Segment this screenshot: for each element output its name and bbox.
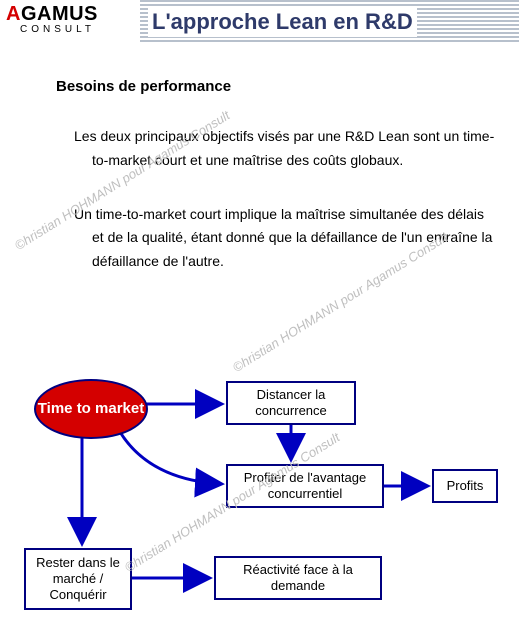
node-distancer: Distancer la concurrence: [226, 381, 356, 425]
logo-line1: AGAMUS: [6, 4, 134, 24]
node-ttm: Time to market: [34, 379, 148, 439]
flowchart: Time to market Distancer la concurrence Pr…: [0, 370, 519, 636]
title-bar: L'approche Lean en R&D: [140, 0, 519, 44]
subheading: Besoins de performance: [56, 78, 495, 95]
header: AGAMUS CONSULT L'approche Lean en R&D: [0, 0, 519, 48]
node-reactivite: Réactivité face à la demande: [214, 556, 382, 600]
paragraph-2: Un time-to-market court implique la maît…: [56, 203, 495, 274]
node-rester: Rester dans le marché / Conquérir: [24, 548, 132, 610]
node-profits: Profits: [432, 469, 498, 503]
node-profiter: Profiter de l'avantage concurrentiel: [226, 464, 384, 508]
content: Besoins de performance Les deux principa…: [0, 48, 519, 274]
logo: AGAMUS CONSULT: [0, 0, 140, 35]
paragraph-1: Les deux principaux objectifs visés par …: [56, 125, 495, 173]
page-title: L'approche Lean en R&D: [148, 7, 417, 37]
logo-line2: CONSULT: [6, 24, 134, 35]
logo-text: GAMUS: [21, 3, 98, 25]
